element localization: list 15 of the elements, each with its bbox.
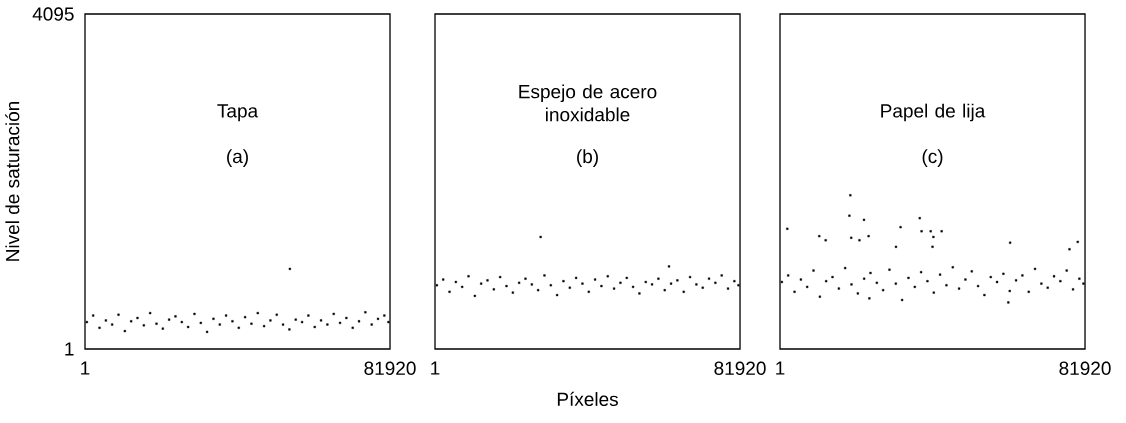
x-tick-label: 1 bbox=[776, 361, 785, 375]
text: (b) bbox=[577, 149, 598, 167]
x-tick-label: 81920 bbox=[364, 361, 416, 375]
text: (c) bbox=[922, 149, 943, 167]
x-tick-label: 1 bbox=[81, 361, 90, 375]
x-tick-label: 81920 bbox=[714, 361, 766, 375]
x-tick-label: 1 bbox=[431, 361, 440, 375]
text: Papel de lija bbox=[881, 103, 986, 122]
x-tick-label: 81920 bbox=[1059, 361, 1111, 375]
text: Tapa bbox=[217, 104, 259, 122]
x-axis-title: Píxeles bbox=[557, 391, 618, 407]
y-tick-label: 4095 bbox=[32, 7, 74, 21]
y-axis-title: Nivel de saturación bbox=[5, 101, 20, 261]
text: (a) bbox=[227, 149, 248, 167]
text: Espejo de acero inoxidable bbox=[519, 84, 657, 122]
